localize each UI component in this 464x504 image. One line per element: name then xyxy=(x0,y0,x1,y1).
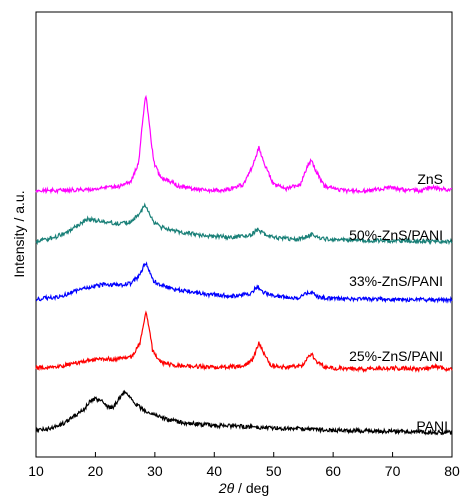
x-tick-label: 10 xyxy=(28,463,44,479)
series-label-zns: ZnS xyxy=(417,171,443,187)
series-label-33: 33%-ZnS/PANI xyxy=(349,273,443,289)
series-line-50 xyxy=(35,202,453,246)
plot-frame xyxy=(35,11,453,458)
series-label-50: 50%-ZnS/PANI xyxy=(349,227,443,243)
x-tick-label: 40 xyxy=(206,463,222,479)
series-label-25: 25%-ZnS/PANI xyxy=(349,348,443,364)
series-label-pani: PANI xyxy=(416,418,448,434)
x-axis-title: 2θ / deg xyxy=(218,480,269,496)
series-line-zns xyxy=(35,94,453,195)
x-tick-label: 50 xyxy=(266,463,282,479)
x-tick-label: 80 xyxy=(444,463,460,479)
series-line-33 xyxy=(35,261,453,304)
series-labels: PANI 25%-ZnS/PANI 33%-ZnS/PANI 50%-ZnS/PANI… xyxy=(349,171,448,434)
series-group xyxy=(35,94,453,436)
series-line-pani xyxy=(35,389,453,436)
series-line-25 xyxy=(35,310,453,373)
x-tick-label: 70 xyxy=(385,463,401,479)
x-tick-label: 30 xyxy=(147,463,163,479)
x-tick-label: 60 xyxy=(325,463,341,479)
x-axis-ticks: 10 20 30 40 50 60 70 80 xyxy=(28,452,460,479)
y-axis-title: Intensity / a.u. xyxy=(11,190,27,277)
x-tick-label: 20 xyxy=(88,463,104,479)
